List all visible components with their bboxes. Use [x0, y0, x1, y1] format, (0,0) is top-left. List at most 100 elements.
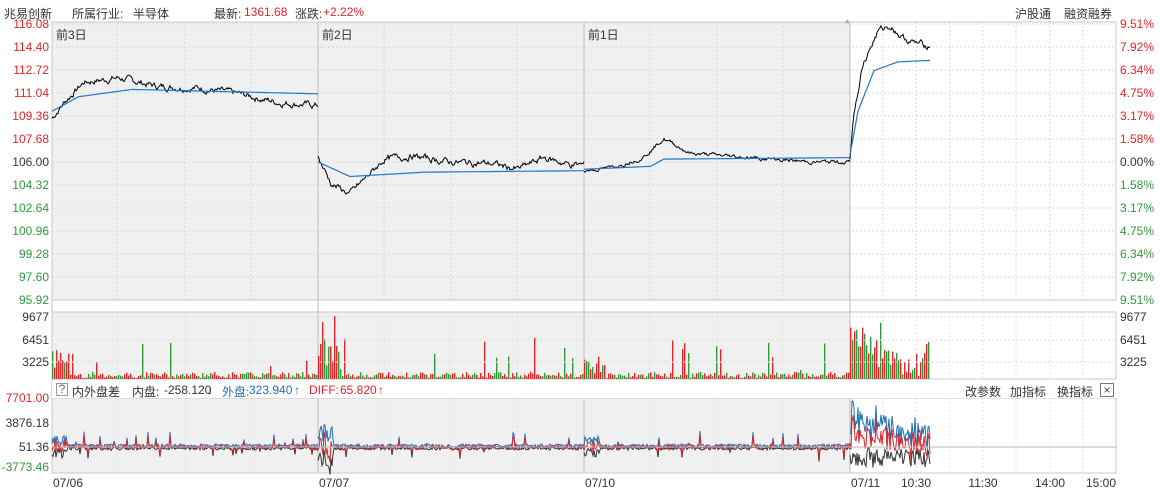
volume-bar [366, 374, 368, 379]
volume-bar [734, 377, 736, 379]
volume-bar [230, 377, 232, 379]
x-tick: 07/10 [585, 476, 615, 490]
volume-bar [416, 374, 418, 379]
volume-bar [680, 375, 682, 379]
volume-bar [382, 373, 384, 379]
volume-bar [920, 361, 922, 379]
x-tick: 07/06 [53, 476, 83, 490]
volume-bar [274, 374, 276, 379]
volume-bar [602, 365, 604, 379]
volume-bar [774, 375, 776, 379]
x-tick: 14:00 [1035, 476, 1065, 490]
volume-bar [820, 374, 822, 379]
volume-bar [90, 376, 92, 379]
volume-bar [292, 375, 294, 379]
volume-bar [462, 373, 464, 379]
volume-bar [456, 377, 458, 379]
volume-bar [608, 373, 610, 379]
volume-bar [406, 372, 408, 379]
volume-bar [146, 372, 148, 379]
volume-bar [902, 374, 904, 379]
price-line [317, 152, 585, 195]
volume-bar [306, 360, 308, 379]
volume-bar [624, 375, 626, 379]
y-tick-right: 7.92% [1120, 40, 1154, 54]
volume-bar [208, 376, 210, 379]
volume-bar [858, 346, 860, 379]
volume-bar [400, 376, 402, 379]
volume-tick-left: 6451 [22, 333, 49, 347]
close-icon[interactable]: × [1100, 383, 1114, 397]
volume-bar [742, 377, 744, 379]
volume-bar [638, 374, 640, 379]
indicator-name: 内外盘差 [72, 385, 121, 399]
inner-arrow: ↓ [207, 383, 213, 397]
volume-bar [750, 376, 752, 379]
volume-bar [76, 376, 78, 379]
volume-bar [726, 372, 728, 379]
link-margin-trading[interactable]: 融资融券 [1064, 7, 1113, 21]
volume-bar [808, 375, 810, 379]
volume-bar [494, 373, 496, 379]
outer-arrow: ↑ [294, 383, 300, 397]
volume-bar [626, 377, 628, 379]
volume-bar [542, 376, 544, 379]
volume-bar [364, 377, 366, 379]
volume-bar [880, 322, 882, 379]
volume-bar [338, 351, 340, 379]
volume-bar [630, 377, 632, 379]
volume-bar [558, 372, 560, 379]
volume-bar [568, 376, 570, 379]
volume-bar [222, 376, 224, 379]
industry-value[interactable]: 半导体 [133, 7, 170, 21]
y-tick-right: 1.58% [1120, 178, 1154, 192]
volume-bar [788, 374, 790, 379]
volume-bar [570, 373, 572, 379]
volume-bar [770, 374, 772, 379]
add-indicator-button[interactable]: 加指标 [1010, 385, 1047, 399]
volume-bar [740, 377, 742, 379]
outer-line [849, 400, 931, 447]
volume-bar [372, 377, 374, 379]
volume-bar [458, 377, 460, 379]
volume-bar [300, 376, 302, 379]
volume-bar [656, 374, 658, 379]
link-hk-connect[interactable]: 沪股通 [1015, 7, 1052, 21]
volume-bar [844, 374, 846, 379]
volume-bar [628, 372, 630, 379]
volume-bar [182, 373, 184, 379]
volume-bar [424, 374, 426, 379]
switch-indicator-button[interactable]: 换指标 [1057, 385, 1094, 399]
volume-bar [454, 373, 456, 379]
volume-bar [500, 372, 502, 379]
help-icon[interactable]: ? [56, 383, 68, 396]
volume-bar [530, 371, 532, 379]
volume-bar [118, 374, 120, 379]
avg-price-line [583, 157, 851, 170]
volume-bar [378, 372, 380, 379]
volume-bar [872, 354, 874, 379]
volume-bar [376, 374, 378, 379]
volume-bar [816, 376, 818, 379]
volume-bar [798, 372, 800, 379]
volume-bar [464, 376, 466, 379]
volume-bar [178, 376, 180, 379]
volume-bar [884, 349, 886, 379]
volume-bar [384, 376, 386, 379]
volume-bar [874, 347, 876, 379]
volume-bar [718, 375, 720, 379]
volume-bar [474, 373, 476, 379]
inner-value: -258.120 [164, 383, 212, 397]
volume-bar [112, 377, 114, 379]
edit-params-button[interactable]: 改参数 [965, 385, 1002, 399]
volume-bar [214, 372, 216, 379]
volume-bar [502, 375, 504, 379]
volume-bar [56, 350, 58, 379]
y-tick-right: 0.00% [1120, 155, 1154, 169]
volume-bar [596, 363, 598, 379]
volume-bar [394, 375, 396, 379]
volume-bar [856, 329, 858, 379]
volume-bar [224, 377, 226, 379]
volume-bar [226, 377, 228, 379]
volume-bar [868, 353, 870, 379]
